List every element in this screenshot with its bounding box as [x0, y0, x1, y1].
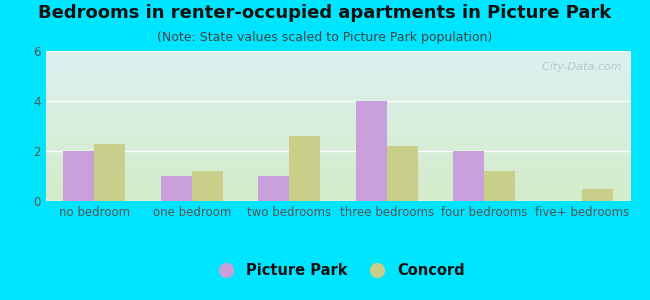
- Bar: [161, 176, 192, 201]
- Text: (Note: State values scaled to Picture Park population): (Note: State values scaled to Picture Pa…: [157, 32, 493, 44]
- Text: Bedrooms in renter-occupied apartments in Picture Park: Bedrooms in renter-occupied apartments i…: [38, 4, 612, 22]
- Bar: [258, 176, 289, 201]
- Bar: [453, 151, 484, 201]
- Bar: [192, 171, 223, 201]
- Bar: [289, 136, 320, 201]
- Bar: [582, 188, 613, 201]
- Bar: [356, 101, 387, 201]
- Bar: [387, 146, 418, 201]
- Text: City-Data.com: City-Data.com: [535, 61, 621, 71]
- Bar: [63, 151, 94, 201]
- Bar: [484, 171, 515, 201]
- Bar: [94, 143, 125, 201]
- Legend: Picture Park, Concord: Picture Park, Concord: [205, 257, 471, 284]
